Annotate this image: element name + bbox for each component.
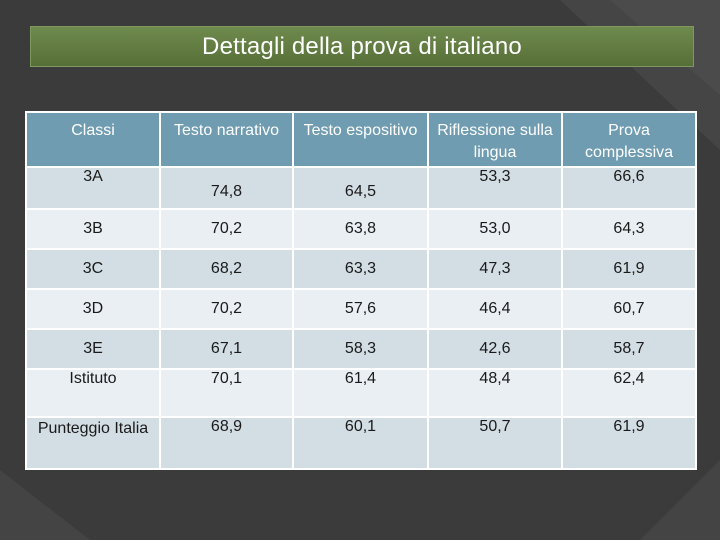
table-cell: 68,9 [159,416,294,470]
table-cell: 57,6 [292,288,429,330]
header-riflessione: Riflessione sulla lingua [427,111,563,168]
page-title: Dettagli della prova di italiano [202,32,522,60]
table-cell: 60,1 [292,416,429,470]
table-cell: 60,7 [561,288,697,330]
table-cell: 67,1 [159,328,294,370]
row-label: 3C [25,248,161,290]
table-cell: 74,8 [159,166,294,210]
page-title-bar: Dettagli della prova di italiano [30,26,694,67]
results-table: Classi Testo narrativo Testo espositivo … [25,111,697,470]
table-cell: 42,6 [427,328,563,370]
table-cell: 46,4 [427,288,563,330]
table-cell: 47,3 [427,248,563,290]
table-row: 3D 70,2 57,6 46,4 60,7 [25,288,697,330]
row-label: 3B [25,208,161,250]
table-cell: 70,1 [159,368,294,418]
table-cell: 50,7 [427,416,563,470]
table-cell: 61,9 [561,248,697,290]
table-cell: 61,9 [561,416,697,470]
table-cell: 64,5 [292,166,429,210]
table-cell: 53,3 [427,166,563,210]
header-prova-complessiva: Prova complessiva [561,111,697,168]
table-cell: 66,6 [561,166,697,210]
row-label: Punteggio Italia [25,416,161,470]
table-cell: 58,3 [292,328,429,370]
row-label: 3A [25,166,161,210]
header-testo-espositivo: Testo espositivo [292,111,429,168]
header-testo-narrativo: Testo narrativo [159,111,294,168]
table-cell: 61,4 [292,368,429,418]
table-row: 3A 74,8 64,5 53,3 66,6 [25,166,697,210]
table-cell: 62,4 [561,368,697,418]
table-cell: 63,3 [292,248,429,290]
table-row: 3B 70,2 63,8 53,0 64,3 [25,208,697,250]
table-cell: 58,7 [561,328,697,370]
table-row: 3E 67,1 58,3 42,6 58,7 [25,328,697,370]
table-header-row: Classi Testo narrativo Testo espositivo … [25,111,697,168]
table-cell: 63,8 [292,208,429,250]
table-cell: 48,4 [427,368,563,418]
table-cell: 53,0 [427,208,563,250]
table-cell: 70,2 [159,288,294,330]
row-label: 3D [25,288,161,330]
table-row: Istituto 70,1 61,4 48,4 62,4 [25,368,697,418]
table-row: 3C 68,2 63,3 47,3 61,9 [25,248,697,290]
table-cell: 68,2 [159,248,294,290]
header-classi: Classi [25,111,161,168]
row-label: Istituto [25,368,161,418]
table-row: Punteggio Italia 68,9 60,1 50,7 61,9 [25,416,697,470]
table-cell: 70,2 [159,208,294,250]
row-label: 3E [25,328,161,370]
table-cell: 64,3 [561,208,697,250]
